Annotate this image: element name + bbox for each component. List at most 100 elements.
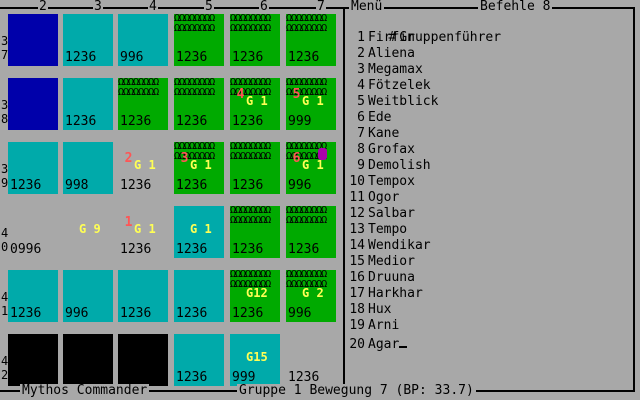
map-cell[interactable]: 1236 1 G 1 xyxy=(118,206,168,258)
list-item[interactable]: 11 Ogor xyxy=(343,190,633,206)
map-cell[interactable]: 1236 xyxy=(63,78,113,130)
leader-number[interactable]: 4 xyxy=(236,87,245,102)
group-label[interactable]: G 1 xyxy=(190,158,212,172)
map-cell[interactable]: ΩΩΩΩΩΩΩΩ ΩΩΩΩΩΩΩΩ 1236 G12 xyxy=(230,270,280,322)
list-item-index: 1 xyxy=(357,30,365,45)
group-label[interactable]: G 2 xyxy=(302,286,324,300)
cell-value: 1236 xyxy=(176,306,208,321)
map-cell[interactable]: ΩΩΩΩΩΩΩΩ ΩΩΩΩΩΩΩΩ 1236 xyxy=(174,14,224,66)
list-item[interactable]: 20 Agar xyxy=(343,334,633,352)
map-cell[interactable]: ΩΩΩΩΩΩΩΩ ΩΩΩΩΩΩΩΩ 1236 xyxy=(230,14,280,66)
map-cell[interactable]: ΩΩΩΩΩΩΩΩ ΩΩΩΩΩΩΩΩ 996 6 G 1 xyxy=(286,142,336,194)
cell-value: 1236 xyxy=(120,178,152,193)
group-label[interactable]: G15 xyxy=(246,350,268,364)
map-cell[interactable]: ΩΩΩΩΩΩΩΩ ΩΩΩΩΩΩΩΩ 999 5 G 1 xyxy=(286,78,336,130)
map-cell[interactable]: 1236 G 1 xyxy=(174,206,224,258)
list-item[interactable]: 15 Medior xyxy=(343,254,633,270)
list-item[interactable]: 10 Tempox xyxy=(343,174,633,190)
cell-value: 1236 xyxy=(288,242,320,257)
map-cell[interactable]: 996 xyxy=(118,14,168,66)
map-cell[interactable]: 1236 2 G 1 xyxy=(118,142,168,194)
tree-icon: ΩΩΩΩΩΩΩΩ xyxy=(230,216,271,226)
group-label[interactable]: G12 xyxy=(246,286,268,300)
map-cell[interactable] xyxy=(118,334,168,386)
map-cell[interactable]: 999 G15 xyxy=(230,334,280,386)
list-header-label: Gruppenführer xyxy=(399,30,502,45)
map-cell[interactable]: 1236 xyxy=(118,270,168,322)
list-item[interactable]: 19 Arni xyxy=(343,318,633,334)
map-cell[interactable]: 0996 xyxy=(8,206,58,258)
group-label[interactable]: G 1 xyxy=(134,222,156,236)
group-label[interactable]: G 9 xyxy=(79,222,101,236)
group-label[interactable]: G 1 xyxy=(190,222,212,236)
list-item[interactable]: 6 Ede xyxy=(343,110,633,126)
list-item-name: Ede xyxy=(368,110,392,125)
list-item-index: 8 xyxy=(357,142,365,157)
group-label[interactable]: G 1 xyxy=(246,94,268,108)
list-item[interactable]: 9 Demolish xyxy=(343,158,633,174)
hero-icon[interactable] xyxy=(318,148,327,160)
map-cell[interactable] xyxy=(8,78,58,130)
list-item-index: 12 xyxy=(349,206,365,221)
map-cell[interactable]: ΩΩΩΩΩΩΩΩ ΩΩΩΩΩΩΩΩ 1236 xyxy=(230,206,280,258)
map-cell[interactable]: ΩΩΩΩΩΩΩΩ ΩΩΩΩΩΩΩΩ 1236 xyxy=(174,78,224,130)
map-cell[interactable]: ΩΩΩΩΩΩΩΩ ΩΩΩΩΩΩΩΩ 1236 xyxy=(230,142,280,194)
map-cell[interactable]: 1236 xyxy=(8,270,58,322)
list-item[interactable]: 8 Grofax xyxy=(343,142,633,158)
list-item[interactable]: 16 Druuna xyxy=(343,270,633,286)
list-item[interactable]: 13 Tempo xyxy=(343,222,633,238)
map-cell[interactable]: ΩΩΩΩΩΩΩΩ ΩΩΩΩΩΩΩΩ 1236 xyxy=(286,14,336,66)
leader-number[interactable]: 1 xyxy=(124,215,133,230)
leader-number[interactable]: 3 xyxy=(180,151,189,166)
list-item-name: Arni xyxy=(368,318,400,333)
map-cell[interactable]: 1236 xyxy=(286,334,336,386)
list-item[interactable]: 12 Salbar xyxy=(343,206,633,222)
map-cell[interactable]: ΩΩΩΩΩΩΩΩ ΩΩΩΩΩΩΩΩ 1236 xyxy=(286,206,336,258)
list-item[interactable]: 4 Fötzelek xyxy=(343,78,633,94)
cell-value: 1236 xyxy=(232,114,264,129)
map-cell[interactable] xyxy=(8,14,58,66)
leader-number[interactable]: 6 xyxy=(292,151,301,166)
leader-number[interactable]: 2 xyxy=(124,151,133,166)
list-item[interactable]: 18 Hux xyxy=(343,302,633,318)
leader-number[interactable]: 5 xyxy=(292,87,301,102)
map-cell[interactable] xyxy=(8,334,58,386)
column-label: 4 xyxy=(148,0,158,14)
group-label[interactable]: G 1 xyxy=(134,158,156,172)
map-cell[interactable]: ΩΩΩΩΩΩΩΩ ΩΩΩΩΩΩΩΩ 1236 xyxy=(118,78,168,130)
map-cell[interactable]: 996 xyxy=(63,270,113,322)
row-label: 4 1 xyxy=(1,290,9,318)
map-cell[interactable]: ΩΩΩΩΩΩΩΩ ΩΩΩΩΩΩΩΩ 1236 4 G 1 xyxy=(230,78,280,130)
list-item[interactable]: 14 Wendikar xyxy=(343,238,633,254)
map-cell[interactable]: 1236 xyxy=(8,142,58,194)
menu-label[interactable]: Menü xyxy=(349,0,385,14)
cell-value: 1236 xyxy=(176,178,208,193)
group-label[interactable]: G 1 xyxy=(302,94,324,108)
list-item-name: Grofax xyxy=(368,142,415,157)
tree-icon: ΩΩΩΩΩΩΩΩ xyxy=(230,206,271,216)
cell-value: 996 xyxy=(288,178,312,193)
map-cell[interactable] xyxy=(63,334,113,386)
list-item[interactable]: 17 Harkhar xyxy=(343,286,633,302)
list-item-index: 6 xyxy=(357,110,365,125)
map-cell[interactable]: 1236 xyxy=(174,270,224,322)
list-item[interactable]: 2 Aliena xyxy=(343,46,633,62)
map-cell[interactable]: 1236 xyxy=(174,334,224,386)
map-cell[interactable]: 1236 xyxy=(63,14,113,66)
list-item-index: 18 xyxy=(349,302,365,317)
group-label[interactable]: G 1 xyxy=(302,158,324,172)
list-item[interactable]: 1 Firfin xyxy=(343,30,633,46)
list-item-name: Megamax xyxy=(368,62,423,77)
map-cell[interactable]: ΩΩΩΩΩΩΩΩ ΩΩΩΩΩΩΩΩ 1236 3 G 1 xyxy=(174,142,224,194)
cell-value: 1236 xyxy=(232,306,264,321)
map-cell[interactable]: 998 xyxy=(63,142,113,194)
cell-value: 996 xyxy=(120,50,144,65)
tree-icon: ΩΩΩΩΩΩΩΩ xyxy=(174,152,215,162)
list-item[interactable]: 5 Weitblick xyxy=(343,94,633,110)
tree-icon: ΩΩΩΩΩΩΩΩ xyxy=(230,280,271,290)
list-item[interactable]: 3 Megamax xyxy=(343,62,633,78)
map-cell[interactable]: G 9 xyxy=(63,206,113,258)
map-grid[interactable]: 1236 996 ΩΩΩΩΩΩΩΩ ΩΩΩΩΩΩΩΩ 1236 ΩΩΩΩΩΩΩΩ ΩΩΩΩΩ… xyxy=(0,0,345,386)
list-item[interactable]: 7 Kane xyxy=(343,126,633,142)
map-cell[interactable]: ΩΩΩΩΩΩΩΩ ΩΩΩΩΩΩΩΩ 996 G 2 xyxy=(286,270,336,322)
